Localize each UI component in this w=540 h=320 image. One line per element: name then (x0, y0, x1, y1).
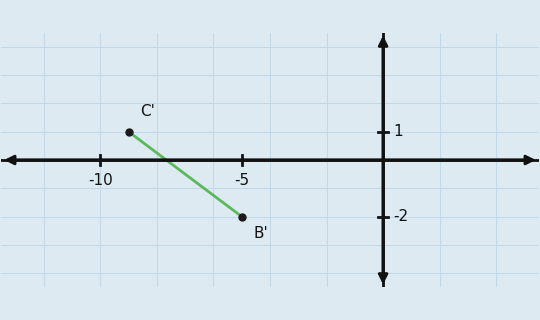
Text: B': B' (253, 227, 268, 242)
Text: 1: 1 (393, 124, 403, 139)
Text: -10: -10 (88, 173, 113, 188)
Text: -5: -5 (234, 173, 249, 188)
Text: C': C' (140, 104, 155, 119)
Text: -2: -2 (393, 209, 408, 224)
